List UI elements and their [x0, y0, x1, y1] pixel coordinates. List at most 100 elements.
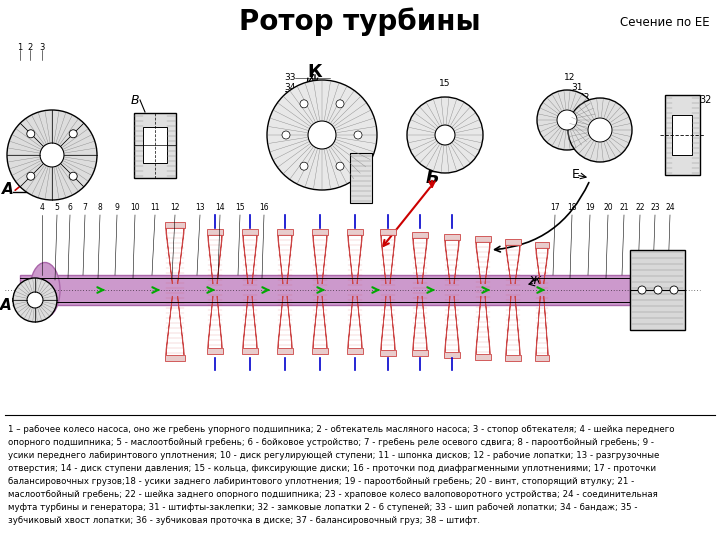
Bar — [242, 348, 258, 354]
Circle shape — [7, 110, 97, 200]
Polygon shape — [422, 296, 427, 350]
Text: 34: 34 — [284, 83, 296, 91]
Text: 20: 20 — [603, 203, 613, 212]
Polygon shape — [476, 296, 481, 354]
Bar — [380, 350, 396, 356]
Text: 13: 13 — [195, 203, 204, 212]
Polygon shape — [390, 235, 395, 284]
Polygon shape — [454, 296, 459, 352]
Bar — [535, 355, 549, 361]
Bar — [20, 275, 630, 305]
Text: А: А — [2, 183, 14, 198]
Bar — [347, 348, 363, 354]
Text: 9: 9 — [114, 203, 120, 212]
Text: 17: 17 — [550, 203, 560, 212]
Text: 1 – рабочее колесо насоса, оно же гребень упорного подшипника; 2 - обтекатель ма: 1 – рабочее колесо насоса, оно же гребен… — [8, 425, 675, 434]
Bar — [242, 229, 258, 235]
Polygon shape — [243, 235, 248, 284]
Polygon shape — [166, 296, 172, 355]
Text: 35: 35 — [284, 100, 296, 110]
Bar — [412, 232, 428, 238]
Polygon shape — [348, 296, 353, 348]
Text: 32: 32 — [700, 95, 712, 105]
Text: E: E — [572, 168, 580, 181]
Text: В: В — [131, 93, 139, 106]
Text: 31: 31 — [571, 84, 582, 92]
Polygon shape — [313, 296, 318, 348]
Circle shape — [638, 286, 646, 294]
Polygon shape — [208, 296, 213, 348]
Polygon shape — [217, 296, 222, 348]
Polygon shape — [322, 296, 327, 348]
Text: 21: 21 — [619, 203, 629, 212]
Circle shape — [69, 172, 77, 180]
Circle shape — [354, 131, 362, 139]
Polygon shape — [313, 235, 318, 284]
Polygon shape — [485, 296, 490, 354]
Circle shape — [27, 292, 43, 308]
Polygon shape — [390, 296, 395, 350]
Polygon shape — [252, 235, 257, 284]
Polygon shape — [445, 296, 450, 352]
Circle shape — [27, 130, 35, 138]
Bar — [672, 115, 692, 155]
Circle shape — [13, 278, 57, 322]
Polygon shape — [536, 296, 540, 355]
Bar — [165, 355, 185, 361]
Text: 18: 18 — [567, 203, 577, 212]
Bar — [312, 229, 328, 235]
Text: 22: 22 — [635, 203, 644, 212]
Text: 33: 33 — [284, 73, 296, 83]
Text: 24: 24 — [665, 203, 675, 212]
Text: ж: ж — [528, 273, 541, 287]
Polygon shape — [544, 248, 548, 284]
Polygon shape — [485, 242, 490, 284]
Polygon shape — [348, 235, 353, 284]
Bar — [312, 348, 328, 354]
Text: усики переднего лабиринтового уплотнения; 10 - диск регулирующей ступени; 11 - ш: усики переднего лабиринтового уплотнения… — [8, 451, 660, 460]
Polygon shape — [413, 238, 418, 284]
Bar — [165, 222, 185, 228]
Text: Б: Б — [425, 169, 439, 187]
Circle shape — [654, 286, 662, 294]
Polygon shape — [217, 235, 222, 284]
Polygon shape — [322, 235, 327, 284]
Bar — [505, 239, 521, 245]
Polygon shape — [476, 242, 481, 284]
Polygon shape — [166, 228, 172, 284]
Circle shape — [336, 100, 344, 108]
Text: 36: 36 — [284, 110, 296, 118]
Polygon shape — [243, 296, 248, 348]
Bar — [380, 229, 396, 235]
Circle shape — [336, 162, 344, 170]
Text: Ротор турбины: Ротор турбины — [239, 8, 481, 36]
Circle shape — [69, 130, 77, 138]
Polygon shape — [178, 228, 184, 284]
Text: 12: 12 — [284, 91, 296, 100]
Circle shape — [435, 125, 455, 145]
Circle shape — [537, 90, 597, 150]
Polygon shape — [506, 296, 511, 355]
Circle shape — [588, 118, 612, 142]
Text: 15: 15 — [439, 78, 451, 87]
Text: муфта турбины и генератора; 31 - штифты-заклепки; 32 - замковые лопатки 2 - 6 ст: муфта турбины и генератора; 31 - штифты-… — [8, 503, 637, 512]
Bar — [535, 242, 549, 248]
Polygon shape — [381, 296, 386, 350]
Polygon shape — [515, 245, 520, 284]
Polygon shape — [278, 235, 283, 284]
Circle shape — [40, 143, 64, 167]
Text: 6: 6 — [68, 203, 73, 212]
Text: 10: 10 — [130, 203, 140, 212]
Bar — [143, 127, 167, 163]
Text: Сечение по ЕЕ: Сечение по ЕЕ — [621, 16, 710, 29]
Text: 23: 23 — [650, 203, 660, 212]
Bar — [444, 352, 460, 358]
Polygon shape — [515, 296, 520, 355]
Polygon shape — [445, 240, 450, 284]
Circle shape — [670, 286, 678, 294]
Circle shape — [300, 100, 308, 108]
Text: зубчиковый хвост лопатки; 36 - зубчиковая проточка в диске; 37 - балансировочный: зубчиковый хвост лопатки; 36 - зубчикова… — [8, 516, 480, 525]
Text: ◄В: ◄В — [160, 111, 178, 125]
Text: К: К — [307, 63, 323, 81]
Circle shape — [27, 172, 35, 180]
